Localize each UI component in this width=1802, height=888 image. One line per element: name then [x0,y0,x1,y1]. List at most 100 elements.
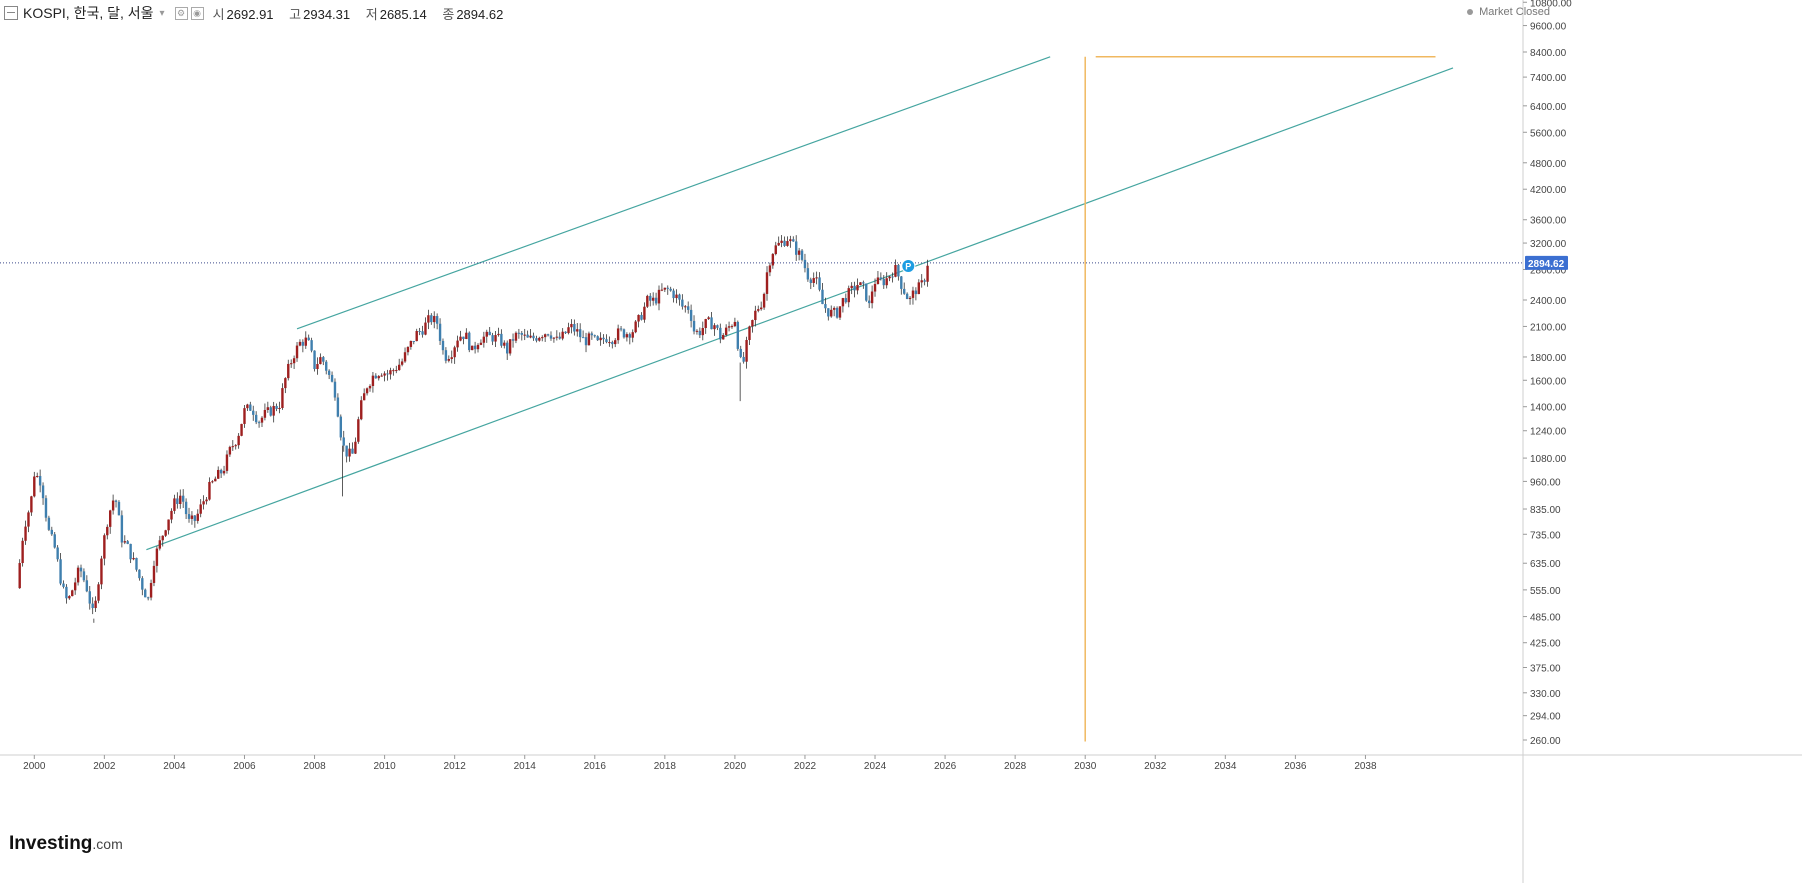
candle-body-up [260,417,264,423]
candle-body-down [342,437,345,446]
candle-body-up [392,370,395,372]
candle-body-up [108,510,112,527]
candle-body-down [176,498,179,504]
x-tick-label: 2034 [1214,761,1237,772]
candle-body-up [427,315,430,323]
candle-body-up [908,297,912,300]
candle-body-up [789,239,792,242]
candle-body-down [79,567,83,572]
x-tick-label: 2022 [794,761,817,772]
candle-body-down [914,290,918,295]
candle-body-down [526,334,529,338]
channel-lower-line [146,67,1454,551]
candle-body-up [281,388,284,408]
candle-body-down [628,334,632,338]
candle-body-up [707,317,710,320]
candle-body-down [862,282,865,284]
candle-body-up [103,535,106,559]
y-tick-label: 330.00 [1530,689,1561,700]
candle-body-up [873,284,877,292]
candle-body-down [622,329,626,338]
candle-body-down [672,290,675,299]
candle-body-down [146,597,150,599]
candle-body-down [879,277,883,280]
candle-body-down [584,337,588,346]
candle-body-up [111,500,115,511]
candle-body-down [254,414,258,423]
candle-body-up [447,358,451,361]
candle-body-up [272,405,275,416]
candle-body-up [701,328,704,336]
candle-body-up [33,476,36,497]
chart-header: KOSPI, 한국, 달, 서울 ▾ ⚙ ◉ 시 2692.91 고 2934.31… [0,0,515,26]
open-value: 2692.91 [226,6,274,22]
y-tick-label: 9600.00 [1530,22,1567,33]
candle-body-up [754,310,757,321]
chevron-down-icon[interactable]: ▾ [159,7,165,19]
candle-body-up [675,294,678,299]
candle-body-down [275,405,278,409]
candle-body-down [824,304,827,309]
candle-body-up [587,333,591,346]
candle-body-up [132,557,135,560]
candle-body-up [304,337,307,346]
y-tick-label: 7400.00 [1530,73,1567,84]
last-price-label: 2894.62 [1528,259,1565,270]
settings-icon[interactable]: ⚙ [174,6,188,20]
candle-body-up [780,240,783,243]
candle-body-up [211,481,214,483]
candle-body-down [689,309,693,321]
y-tick-label: 635.00 [1530,559,1561,570]
candle-body-up [73,582,77,591]
candle-body-up [508,339,512,354]
low-value: 2685.14 [379,6,427,22]
x-tick-label: 2002 [93,761,116,772]
candle-body-down [421,331,424,335]
candle-body-down [891,276,894,278]
candle-body-down [681,299,684,307]
high-label: 고 [289,6,302,22]
candle-body-down [742,356,745,362]
candle-body-down [336,397,340,417]
candle-body-down [692,320,696,332]
candle-body-up [757,309,760,311]
candle-body-down [47,517,51,530]
collapse-icon[interactable] [4,6,18,20]
candle-body-down [736,321,740,349]
candle-body-down [56,547,59,560]
candle-body-up [465,332,468,340]
candle-body-up [196,513,199,521]
candle-body-up [149,582,153,598]
candle-body-down [590,333,594,336]
y-tick-label: 1600.00 [1530,376,1567,387]
candle-body-up [289,363,293,365]
y-tick-label: 4200.00 [1530,185,1567,196]
candle-body-up [292,358,296,364]
candle-body-up [368,385,372,389]
candle-body-up [123,541,126,543]
x-tick-label: 2036 [1284,761,1307,772]
logo-main: Investing [9,833,93,854]
candle-body-down [269,407,272,416]
candle-body-up [433,316,436,323]
candle-body-up [383,373,386,376]
y-tick-label: 1240.00 [1530,427,1567,438]
candle-body-down [573,323,576,332]
candle-body-up [777,242,780,246]
x-tick-label: 2032 [1144,761,1167,772]
event-marker-label: P [905,261,911,271]
candle-body-down [491,335,494,342]
y-tick-label: 260.00 [1530,736,1561,747]
candle-body-down [558,336,561,339]
candle-body-up [482,336,486,343]
candle-body-down [905,293,909,300]
hide-icon[interactable]: ◉ [190,6,204,20]
candle-body-up [36,475,39,477]
y-tick-label: 4800.00 [1530,159,1567,170]
candle-body-up [170,510,173,520]
candle-body-up [158,540,162,549]
candle-body-up [555,336,559,338]
candle-body-up [733,321,737,327]
